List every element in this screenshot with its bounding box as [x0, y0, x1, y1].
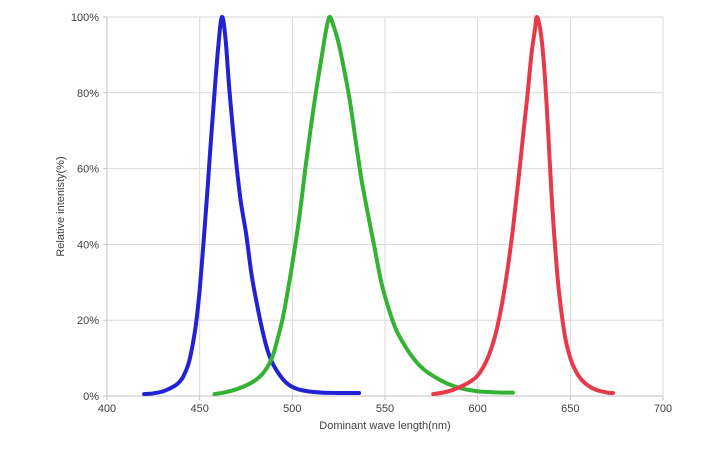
x-tick-label: 600: [468, 403, 486, 415]
x-tick-label: 500: [283, 403, 301, 415]
y-tick-label: 0%: [83, 391, 99, 403]
y-tick-label: 100%: [71, 12, 99, 24]
y-tick-label: 60%: [77, 164, 99, 176]
y-tick-label: 20%: [77, 315, 99, 327]
x-tick-label: 450: [190, 403, 208, 415]
x-tick-label: 550: [376, 403, 394, 415]
y-axis-title: Relative intenisty(%): [55, 156, 67, 256]
x-tick-label: 650: [561, 403, 579, 415]
green-led-spectrum-curve: [212, 14, 515, 397]
y-tick-label: 40%: [77, 239, 99, 251]
x-tick-label: 400: [98, 403, 116, 415]
red-led-spectrum-curve: [431, 14, 615, 397]
y-tick-label: 80%: [77, 88, 99, 100]
x-axis-title: Dominant wave length(nm): [319, 420, 450, 432]
blue-led-spectrum-curve: [142, 14, 362, 397]
x-tick-label: 700: [654, 403, 672, 415]
